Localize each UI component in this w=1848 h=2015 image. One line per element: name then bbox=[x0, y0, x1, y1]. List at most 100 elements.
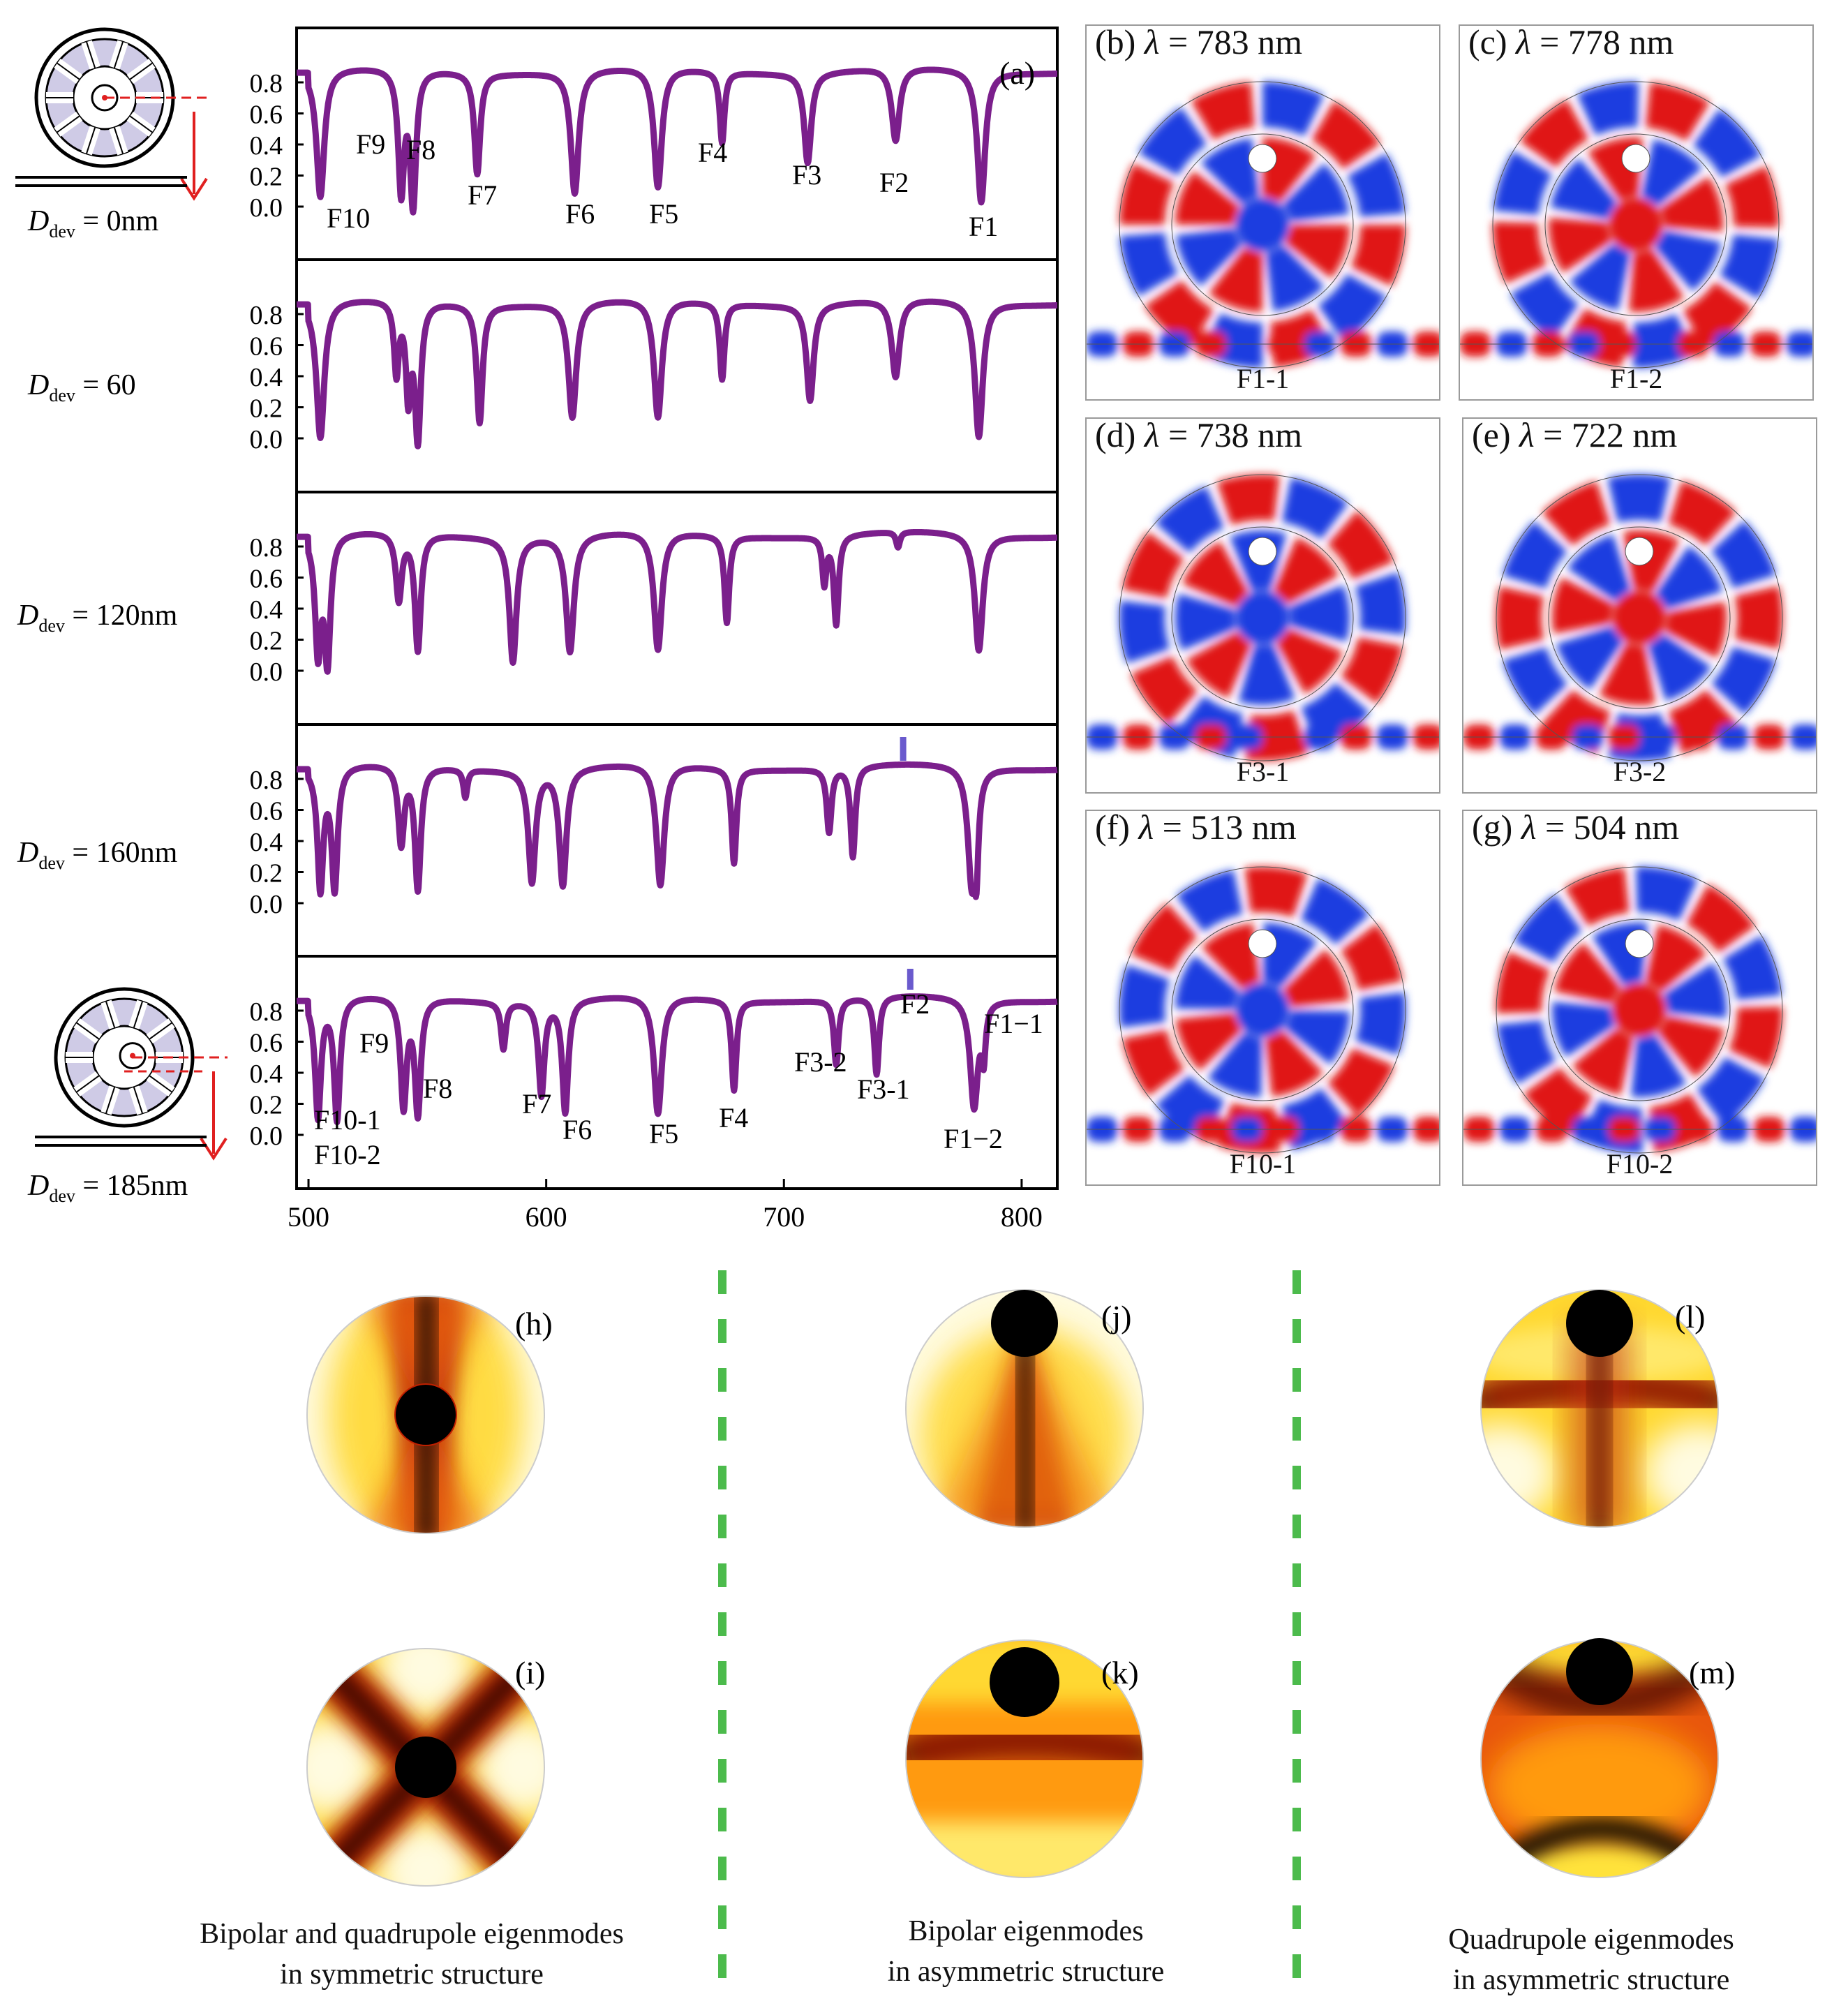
mode-label: F7 bbox=[522, 1088, 551, 1120]
mode-label: F2 bbox=[900, 988, 930, 1020]
eigenmode-m bbox=[1480, 1638, 1719, 1878]
y-tick-label: 0.2 bbox=[250, 1091, 283, 1120]
marker-tick bbox=[900, 737, 907, 761]
caption-quadrupole-line2: in asymmetric structure bbox=[1452, 1964, 1730, 1996]
mode-label: F9 bbox=[356, 128, 385, 160]
field-panel-c: (c) λ = 778 nm F1-2 bbox=[1459, 22, 1817, 401]
ring-schematic-asymmetric bbox=[35, 987, 228, 1161]
field-panel-mode: F3-2 bbox=[1613, 756, 1667, 787]
y-tick-label: 0.2 bbox=[250, 394, 283, 424]
ring-schematic-symmetric bbox=[15, 27, 208, 201]
field-map bbox=[1460, 81, 1817, 369]
field-panel-f: (f) λ = 513 nm F10-1 bbox=[1085, 808, 1444, 1186]
mode-label: F10 bbox=[327, 202, 370, 234]
y-tick-label: 0.4 bbox=[250, 131, 283, 161]
mode-label: F9 bbox=[359, 1027, 389, 1059]
panel-letter: (e) bbox=[1472, 415, 1519, 454]
eigen-label-i: (i) bbox=[515, 1655, 545, 1690]
y-tick-label: 0.4 bbox=[250, 828, 283, 857]
lambda-symbol: λ bbox=[1519, 415, 1535, 454]
field-panel-mode: F1-2 bbox=[1609, 363, 1663, 394]
eigen-label-j: (j) bbox=[1101, 1299, 1131, 1334]
wavelength-value: = 783 nm bbox=[1159, 22, 1303, 61]
mode-label: F2 bbox=[879, 167, 909, 198]
caption-symmetric-line2: in symmetric structure bbox=[280, 1958, 544, 1991]
y-tick-label: 0.8 bbox=[250, 69, 283, 98]
panel-letter: (d) bbox=[1095, 415, 1145, 454]
mode-label: F7 bbox=[468, 179, 497, 211]
panel-letter: (b) bbox=[1095, 22, 1145, 61]
x-tick-label: 600 bbox=[526, 1201, 567, 1233]
spectrum-curve bbox=[294, 66, 1060, 216]
mode-label: F5 bbox=[649, 198, 678, 230]
caption-bipolar-line2: in asymmetric structure bbox=[887, 1956, 1165, 1988]
mode-label: F5 bbox=[649, 1118, 678, 1150]
eigen-label-m: (m) bbox=[1689, 1655, 1735, 1690]
field-map bbox=[1463, 474, 1821, 761]
spectrum-curve bbox=[294, 529, 1060, 675]
y-tick-label: 0.6 bbox=[250, 565, 283, 594]
eigenmode-h bbox=[306, 1295, 545, 1534]
field-panel-title: (d) λ = 738 nm bbox=[1095, 415, 1302, 455]
dev-label: Ddev = 160nm bbox=[17, 837, 178, 873]
field-panel-b: (b) λ = 783 nm F1-1 bbox=[1085, 22, 1444, 401]
mode-label: F10-2 bbox=[314, 1139, 381, 1170]
eigenmode-i bbox=[306, 1648, 545, 1887]
caption-quadrupole-line1: Quadrupole eigenmodes bbox=[1448, 1924, 1734, 1956]
eigen-label-l: (l) bbox=[1675, 1299, 1705, 1334]
y-tick-label: 0.8 bbox=[250, 997, 283, 1027]
field-panel-g: (g) λ = 504 nm F10-2 bbox=[1462, 808, 1821, 1186]
y-tick-label: 0.4 bbox=[250, 1059, 283, 1089]
dev-label: Ddev = 60 bbox=[27, 369, 136, 406]
caption-bipolar-line1: Bipolar eigenmodes bbox=[908, 1915, 1144, 1947]
y-tick-label: 0.6 bbox=[250, 1029, 283, 1058]
spectrum-curve bbox=[294, 761, 1060, 900]
panel-letter: (c) bbox=[1468, 22, 1516, 61]
caption-symmetric: Bipolar and quadrupole eigenmodes in sym… bbox=[140, 1914, 684, 1995]
y-tick-label: 0.6 bbox=[250, 797, 283, 826]
y-tick-label: 0.6 bbox=[250, 332, 283, 362]
mode-label: F4 bbox=[698, 137, 727, 168]
field-panel-e: (e) λ = 722 nm F3-2 bbox=[1462, 415, 1821, 794]
mode-label: F1 bbox=[969, 211, 998, 242]
dev-label: Ddev = 120nm bbox=[17, 600, 178, 636]
panel-letter: (f) bbox=[1095, 808, 1139, 847]
field-panel-mode: F3-1 bbox=[1236, 756, 1290, 787]
x-tick-label: 800 bbox=[1001, 1201, 1043, 1233]
wavelength-value: = 504 nm bbox=[1536, 808, 1680, 847]
lambda-symbol: λ bbox=[1144, 22, 1160, 61]
y-tick-label: 0.0 bbox=[250, 193, 283, 223]
mode-label: F3-2 bbox=[794, 1046, 847, 1078]
y-tick-label: 0.0 bbox=[250, 657, 283, 687]
spectrum-curve bbox=[294, 993, 1060, 1126]
caption-symmetric-line1: Bipolar and quadrupole eigenmodes bbox=[200, 1918, 624, 1950]
mode-label: F8 bbox=[406, 134, 435, 165]
caption-bipolar-asym: Bipolar eigenmodes in asymmetric structu… bbox=[803, 1911, 1249, 1992]
x-tick-label: 700 bbox=[763, 1201, 805, 1233]
field-panel-title: (e) λ = 722 nm bbox=[1472, 415, 1677, 455]
mode-label: F6 bbox=[562, 1114, 592, 1145]
eigen-label-k: (k) bbox=[1101, 1655, 1139, 1690]
eigen-label-h: (h) bbox=[515, 1306, 553, 1341]
lambda-symbol: λ bbox=[1521, 808, 1537, 847]
lambda-symbol: λ bbox=[1138, 808, 1154, 847]
lambda-symbol: λ bbox=[1144, 415, 1160, 454]
y-tick-label: 0.2 bbox=[250, 627, 283, 656]
mode-label: F3-1 bbox=[857, 1073, 910, 1105]
dev-label: Ddev = 0nm bbox=[27, 205, 159, 241]
field-map bbox=[1087, 81, 1444, 369]
mode-label: F10-1 bbox=[314, 1104, 381, 1136]
y-tick-label: 0.6 bbox=[250, 101, 283, 130]
wavelength-value: = 513 nm bbox=[1154, 808, 1297, 847]
panel-a-label: (a) bbox=[999, 55, 1035, 91]
y-tick-label: 0.8 bbox=[250, 766, 283, 795]
field-map bbox=[1087, 866, 1444, 1154]
mode-label: F1−2 bbox=[944, 1123, 1003, 1154]
y-tick-label: 0.0 bbox=[250, 890, 283, 919]
y-tick-label: 0.4 bbox=[250, 363, 283, 392]
field-panel-title: (c) λ = 778 nm bbox=[1468, 22, 1674, 62]
caption-quadrupole-asym: Quadrupole eigenmodes in asymmetric stru… bbox=[1368, 1919, 1815, 2000]
field-panel-mode: F10-2 bbox=[1606, 1148, 1674, 1180]
mode-label: F1−1 bbox=[984, 1008, 1043, 1039]
field-panel-title: (b) λ = 783 nm bbox=[1095, 22, 1302, 62]
